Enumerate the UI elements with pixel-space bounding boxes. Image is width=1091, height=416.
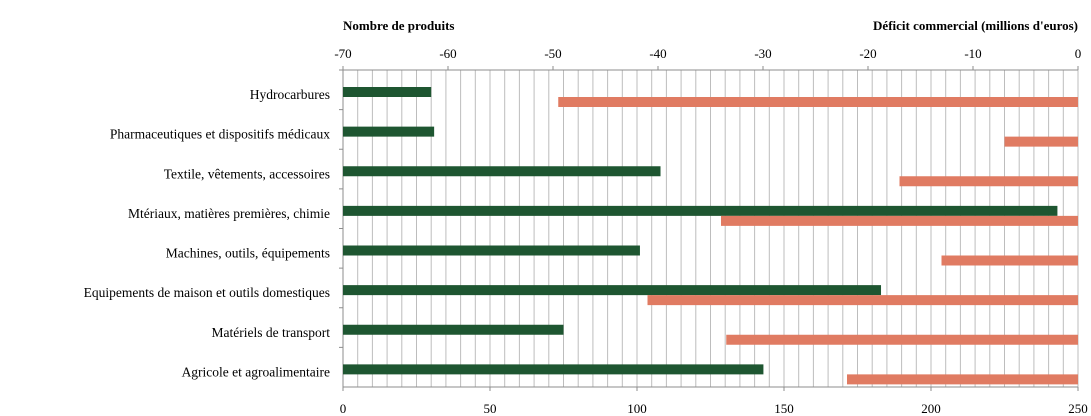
bar-deficit-commercial (1004, 136, 1078, 147)
bar-nombre-produits (343, 364, 764, 375)
bottom-tick-label: 0 (340, 401, 347, 416)
bar-deficit-commercial (647, 295, 1078, 306)
category-label: Agricole et agroalimentaire (182, 364, 330, 379)
category-label: Pharmaceutiques et dispositifs médicaux (110, 127, 330, 142)
top-tick-label: -30 (754, 46, 771, 61)
bar-deficit-commercial (721, 215, 1078, 226)
bottom-tick-label: 50 (484, 401, 497, 416)
bar-deficit-commercial (941, 255, 1078, 266)
bars (343, 87, 1078, 385)
left-axis-title: Nombre de produits (343, 18, 454, 33)
top-tick-labels: -70 -60 -50 -40 -30 -20 -10 0 (334, 46, 1081, 70)
bar-nombre-produits (343, 87, 432, 97)
bottom-tick-label: 150 (774, 401, 794, 416)
top-tick-label: -40 (649, 46, 666, 61)
category-label: Textile, vêtements, accessoires (164, 166, 330, 181)
category-label: Machines, outils, équipements (166, 246, 330, 261)
bar-deficit-commercial (726, 334, 1078, 345)
bottom-tick-label: 100 (627, 401, 647, 416)
top-tick-label: 0 (1075, 46, 1082, 61)
bar-nombre-produits (343, 126, 435, 137)
bar-nombre-produits (343, 324, 564, 335)
bottom-tick-label: 250 (1068, 401, 1088, 416)
bottom-tick-labels: 0 50 100 150 200 250 (340, 387, 1088, 416)
bar-deficit-commercial (558, 97, 1078, 107)
category-label: Matériels de transport (212, 325, 331, 340)
bar-nombre-produits (343, 245, 640, 256)
top-axis-title: Déficit commercial (millions d'euros) (873, 18, 1078, 33)
top-tick-label: -10 (964, 46, 981, 61)
bar-deficit-commercial (847, 374, 1078, 385)
category-label: Equipements de maison et outils domestiq… (84, 285, 330, 300)
category-labels: Hydrocarbures Pharmaceutiques et disposit… (84, 69, 343, 379)
bar-deficit-commercial (899, 176, 1078, 187)
top-tick-label: -60 (439, 46, 456, 61)
category-label: Mtériaux, matières premières, chimie (128, 206, 330, 221)
bottom-tick-label: 200 (921, 401, 941, 416)
top-tick-label: -50 (544, 46, 561, 61)
category-label: Hydrocarbures (250, 87, 330, 102)
bar-nombre-produits (343, 205, 1058, 216)
top-tick-label: -20 (859, 46, 876, 61)
bar-nombre-produits (343, 285, 882, 296)
bar-nombre-produits (343, 166, 661, 177)
top-tick-label: -70 (334, 46, 351, 61)
